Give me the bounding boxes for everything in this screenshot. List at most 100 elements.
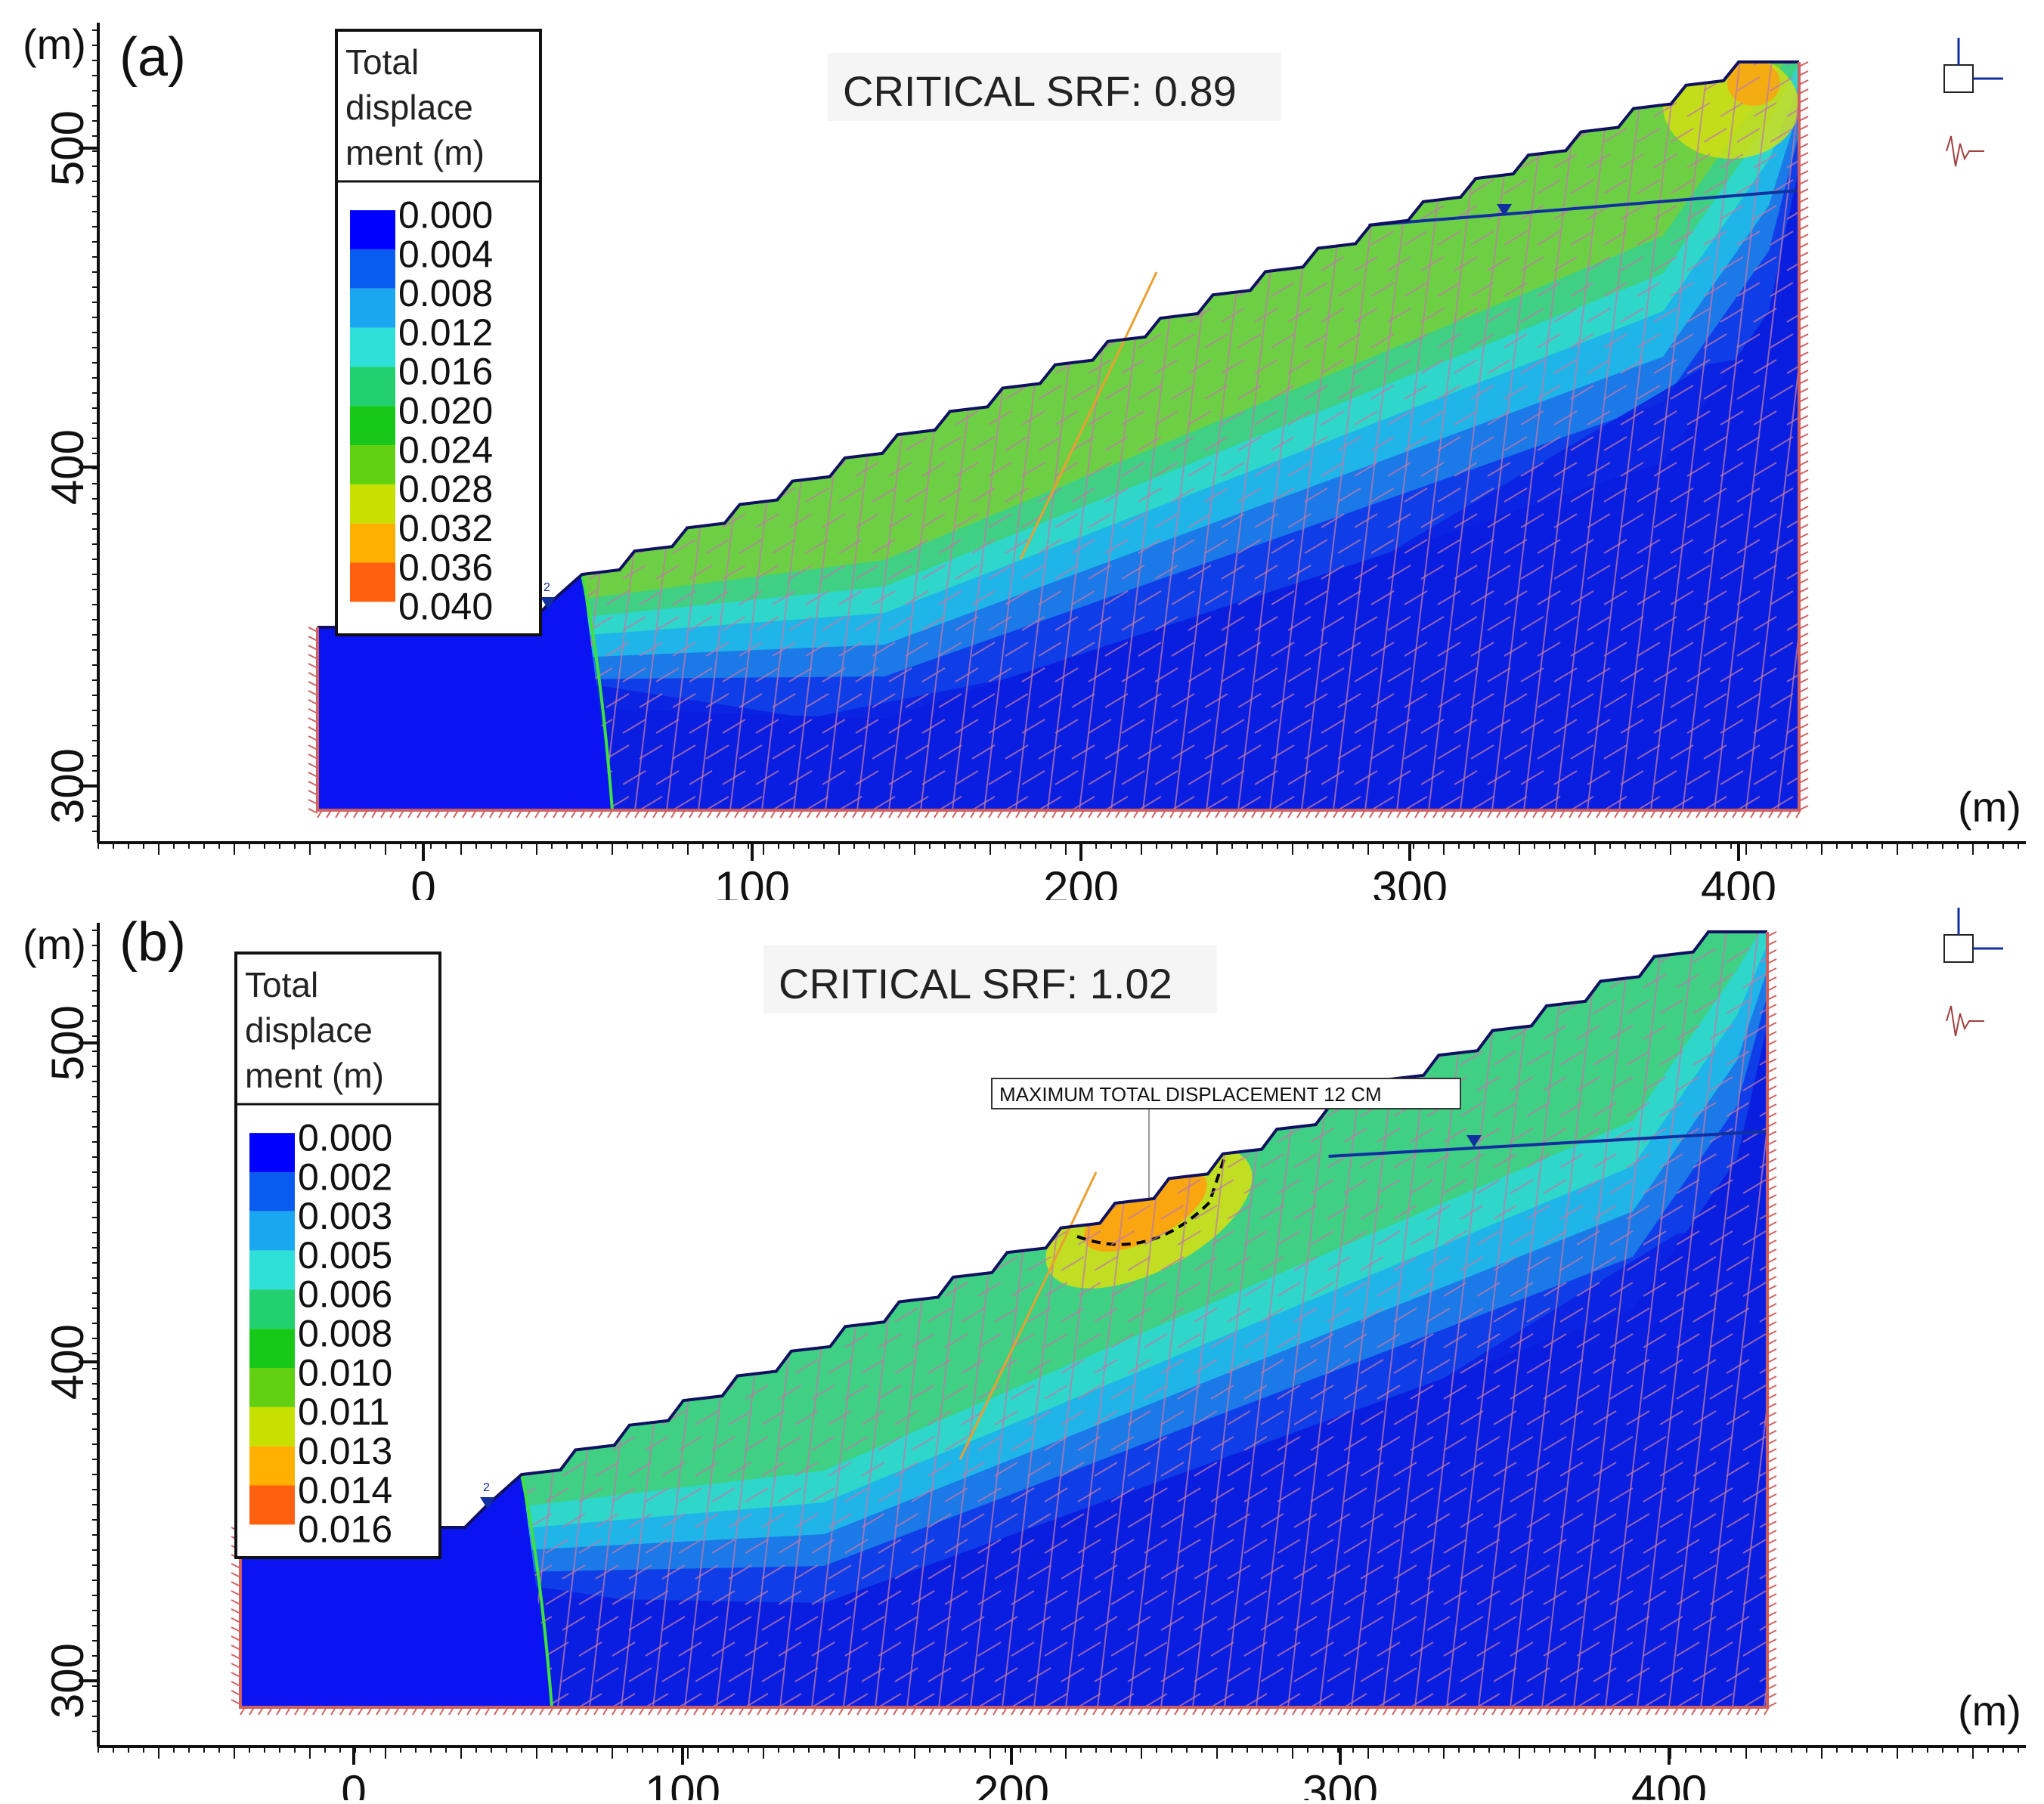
joint-segment	[1843, 974, 1866, 988]
joint-segment	[622, 205, 646, 220]
joint-segment	[1454, 410, 1478, 425]
joint-segment	[1243, 1282, 1268, 1297]
joint-segment	[1460, 1359, 1484, 1374]
joint-segment	[1876, 1334, 1899, 1348]
joint-segment	[961, 1667, 985, 1682]
joint-segment	[562, 1410, 586, 1425]
joint-segment	[1370, 642, 1395, 657]
joint-segment	[1553, 616, 1578, 631]
joint-segment	[1810, 1591, 1832, 1604]
joint-segment	[639, 487, 663, 503]
joint-segment	[545, 1179, 569, 1194]
restraint-mark	[1133, 809, 1139, 818]
joint-segment	[2009, 1642, 2032, 1656]
joint-segment	[462, 1153, 486, 1168]
x-tick-label: 100	[714, 862, 790, 900]
joint-segment	[1959, 1360, 1982, 1373]
joint-segment	[1943, 1180, 1965, 1193]
joint-segment	[855, 565, 879, 580]
joint-segment	[1437, 539, 1461, 554]
legend-swatch	[249, 1406, 295, 1447]
joint-segment	[838, 539, 863, 554]
joint-segment	[1570, 744, 1594, 760]
boundary-outline	[316, 62, 1801, 812]
joint-segment	[1720, 205, 1744, 220]
joint-segment	[711, 1539, 736, 1554]
joint-segment	[2020, 206, 2042, 219]
joint-segment	[1593, 1667, 1617, 1682]
joint-segment	[578, 1128, 602, 1143]
joint-segment	[1793, 1668, 1816, 1682]
joint-segment	[1537, 333, 1561, 348]
joint-segment	[1637, 744, 1661, 760]
joint-segment	[739, 385, 763, 400]
joint-segment	[1643, 1282, 1667, 1297]
joint-segment	[1393, 1205, 1417, 1220]
joint-segment	[1559, 1616, 1584, 1631]
joint-line	[1573, 932, 1665, 1707]
joint-segment	[977, 1333, 1002, 1348]
joint-segment	[944, 1385, 968, 1400]
joint-segment	[1943, 1385, 1965, 1399]
joint-segment	[655, 719, 680, 734]
joint-segment	[1837, 180, 1860, 193]
y-tick-label: 400	[42, 1324, 93, 1400]
joint-segment	[678, 1282, 702, 1297]
joint-segment	[1404, 128, 1428, 143]
joint-segment	[728, 1564, 752, 1580]
joint-segment	[1227, 1513, 1251, 1528]
joint-segment	[1304, 179, 1328, 194]
restraint-mark	[1798, 297, 1809, 303]
joint-segment	[628, 948, 652, 963]
joint-segment	[1626, 1616, 1650, 1631]
restraint-mark	[779, 809, 785, 818]
joint-segment	[562, 1359, 586, 1374]
joint-segment	[1820, 617, 1843, 630]
joint-segment	[1826, 1565, 1849, 1579]
joint-segment	[1736, 385, 1761, 400]
joint-segment	[1420, 616, 1445, 631]
restraint-mark	[612, 1707, 618, 1716]
piezo-marker	[540, 597, 556, 609]
restraint-mark	[1410, 1707, 1416, 1716]
joint-segment	[855, 719, 879, 734]
joint-segment	[622, 462, 646, 477]
joint-segment	[1277, 1385, 1301, 1400]
joint-segment	[605, 539, 630, 554]
joint-segment	[1953, 668, 1976, 682]
joint-segment	[1437, 333, 1461, 348]
joint-segment	[1742, 1642, 1767, 1657]
restraint-mark	[344, 809, 350, 818]
joint-segment	[1770, 539, 1794, 554]
joint-segment	[739, 590, 763, 605]
restraint-mark	[797, 809, 804, 818]
joint-segment	[645, 1230, 669, 1245]
joint-segment	[1055, 770, 1079, 785]
legend-swatch	[249, 1368, 295, 1407]
joint-segment	[1593, 999, 1617, 1014]
joint-segment	[1337, 128, 1361, 143]
joint-segment	[1526, 1102, 1550, 1117]
joint-segment	[589, 256, 613, 271]
joint-segment	[977, 1282, 1002, 1297]
joint-segment	[1770, 128, 1794, 143]
restraint-mark	[471, 809, 477, 818]
restraint-mark	[485, 1707, 491, 1716]
joint-segment	[1537, 179, 1561, 194]
joint-line	[1923, 917, 2014, 1707]
joint-segment	[1343, 1025, 1367, 1040]
joint-segment	[1154, 462, 1178, 477]
joint-segment	[705, 539, 729, 554]
joint-segment	[1188, 667, 1212, 682]
restraint-mark	[1696, 809, 1702, 818]
joint-segment	[1287, 513, 1312, 528]
joint-segment	[1893, 1205, 1915, 1219]
joint-segment	[678, 1179, 702, 1194]
joint-segment	[1277, 1025, 1301, 1040]
restraint-mark	[1767, 1122, 1777, 1128]
joint-segment	[1221, 359, 1245, 374]
joint-segment	[855, 616, 879, 631]
restraint-mark	[358, 1707, 364, 1716]
joint-segment	[1310, 1693, 1334, 1707]
joint-segment	[1027, 1616, 1051, 1631]
